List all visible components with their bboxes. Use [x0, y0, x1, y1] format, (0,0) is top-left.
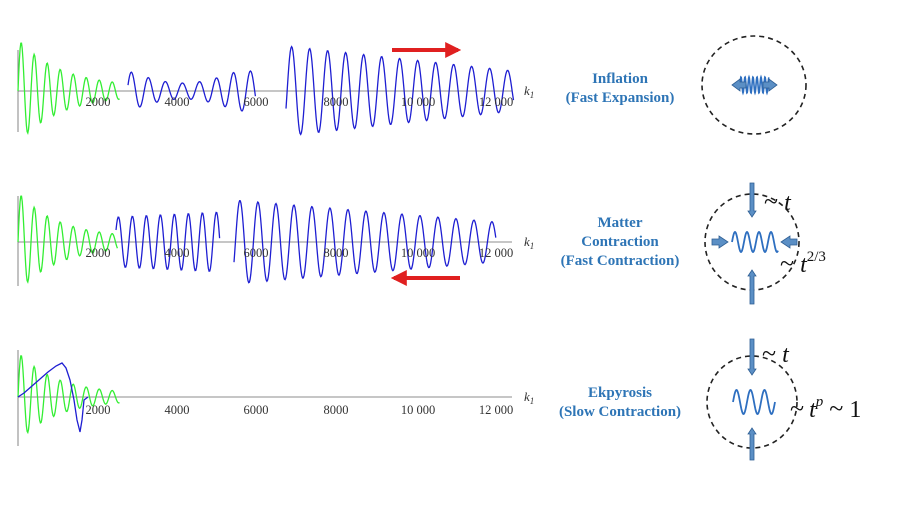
ekpyrosis-blue-wave	[17, 362, 89, 433]
inflation-tick-10000: 10 000	[401, 95, 435, 109]
top-down-arrow-icon-2	[747, 338, 757, 376]
matter-blue-wave-a	[115, 211, 221, 273]
inflation-label: Inflation (Fast Expansion)	[545, 70, 695, 108]
ekpyrosis-scaling-tp: ~ tp ~1	[790, 394, 861, 423]
matter-tick-10000: 10 000	[401, 246, 435, 260]
ekpyrosis-axis-label: k1	[524, 389, 534, 406]
ekpyrosis-tick-12000: 12 000	[479, 403, 513, 417]
ekpyrosis-plot: 2000 4000 6000 8000 10 000 12 000 k1	[17, 350, 534, 446]
ekpyrosis-tick-6000: 6000	[244, 403, 269, 417]
matter-title: Matter	[597, 215, 643, 231]
inflation-tick-12000: 12 000	[479, 95, 513, 109]
left-push-arrow-icon	[731, 78, 747, 92]
bottom-up-arrow-icon	[747, 269, 757, 305]
ekpyrosis-label: Ekpyrosis (Slow Contraction)	[545, 384, 695, 422]
bottom-up-arrow-icon-2	[747, 427, 757, 461]
matter-mode-icon	[731, 231, 779, 253]
matter-scaling-t23: ~ t2/3	[780, 249, 826, 278]
inflation-tick-2000: 2000	[86, 95, 111, 109]
ekpyrosis-tick-8000: 8000	[324, 403, 349, 417]
matter-title-2: Contraction	[581, 234, 659, 250]
inflation-plot: 2000 4000 6000 8000 10 000 12 000 k1	[17, 42, 534, 136]
ekpyrosis-title: Ekpyrosis	[588, 385, 652, 401]
matter-tick-4000: 4000	[165, 246, 190, 260]
ekpyrosis-subtitle: (Slow Contraction)	[558, 404, 682, 420]
ekpyrosis-tick-2000: 2000	[86, 403, 111, 417]
inflation-bubble-icon	[701, 35, 807, 135]
ekpyrosis-tick-4000: 4000	[165, 403, 190, 417]
matter-blue-wave-b	[233, 200, 497, 284]
ekpyrosis-tick-10000: 10 000	[401, 403, 435, 417]
matter-tick-2000: 2000	[86, 246, 111, 260]
ekpyrosis-bubble-icon: ~ t ~ tp ~1	[706, 338, 861, 461]
ekpyrosis-green-wave	[17, 355, 120, 435]
inflation-title: Inflation	[592, 71, 648, 87]
inflation-horizon-circle	[701, 35, 807, 135]
inflation-green-wave	[17, 42, 120, 135]
ekpyrosis-horizon-circle	[706, 355, 798, 449]
inflation-blue-wave-a	[127, 70, 257, 112]
right-push-arrow-icon	[762, 78, 778, 92]
inflation-blue-wave-b	[285, 45, 515, 136]
ekpyrosis-scaling-t: ~ t	[762, 339, 790, 368]
matter-label: Matter Contraction (Fast Contraction)	[545, 214, 695, 271]
matter-tick-6000: 6000	[244, 246, 269, 260]
left-inward-arrow-icon	[711, 235, 729, 249]
matter-green-wave	[17, 195, 119, 284]
ekpyrosis-mode-icon	[732, 389, 776, 415]
matter-scaling-t: ~ t	[764, 187, 792, 216]
matter-subtitle: (Fast Contraction)	[560, 253, 680, 269]
inflation-tick-4000: 4000	[165, 95, 190, 109]
matter-plot: 2000 4000 6000 8000 10 000 12 000 k1	[17, 195, 534, 286]
inflation-axis-label: k1	[524, 83, 534, 100]
matter-tick-8000: 8000	[324, 246, 349, 260]
matter-axis-label: k1	[524, 234, 534, 251]
matter-bubble-icon: ~ t ~ t2/3	[704, 182, 826, 305]
matter-tick-12000: 12 000	[479, 246, 513, 260]
inflation-subtitle: (Fast Expansion)	[565, 90, 675, 106]
inflation-tick-6000: 6000	[244, 95, 269, 109]
inflation-tick-8000: 8000	[324, 95, 349, 109]
top-down-arrow-icon	[747, 182, 757, 218]
right-inward-arrow-icon	[780, 235, 798, 249]
